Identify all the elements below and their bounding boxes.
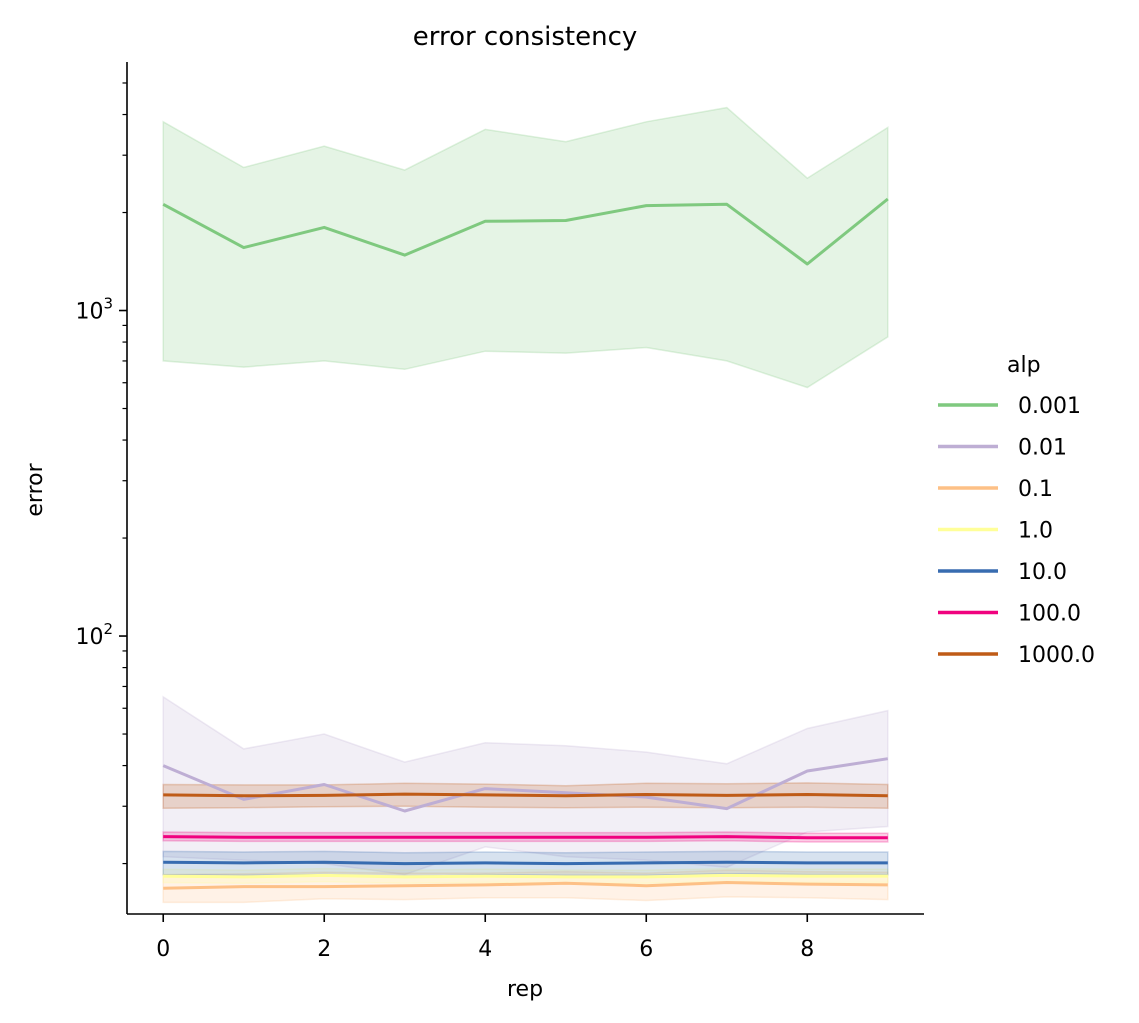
x-tick-label: 0 xyxy=(156,937,170,962)
x-tick-label: 8 xyxy=(800,937,814,962)
x-tick-label: 2 xyxy=(317,937,331,962)
y-axis-ticks: 102 103 xyxy=(75,82,127,865)
band-0.001 xyxy=(162,106,889,389)
legend-label-0.01: 0.01 xyxy=(1018,436,1067,461)
series-line-1000.0 xyxy=(163,792,888,798)
legend: alp 0.001 0.01 0.1 1.0 10.0 100.0 1000.0 xyxy=(938,353,1095,668)
series-line-10.0 xyxy=(163,860,888,866)
x-tick-label: 4 xyxy=(478,937,492,962)
chart-title: error consistency xyxy=(413,22,638,52)
legend-label-1.0: 1.0 xyxy=(1018,519,1053,544)
legend-label-10.0: 10.0 xyxy=(1018,560,1067,585)
x-axis-label: rep xyxy=(507,977,543,1002)
y-tick-label: 103 xyxy=(75,295,113,325)
x-tick-label: 6 xyxy=(639,937,653,962)
series-line-0.001 xyxy=(162,197,889,266)
series-line-100.0 xyxy=(163,835,888,840)
legend-label-1000.0: 1000.0 xyxy=(1018,643,1095,668)
series-lines xyxy=(162,197,889,890)
series-line-0.1 xyxy=(163,881,888,890)
x-axis-ticks: 0 2 4 6 8 xyxy=(156,914,814,962)
band-0.1 xyxy=(162,869,889,904)
series-line-1.0 xyxy=(163,873,888,879)
y-axis-label: error xyxy=(23,462,48,516)
legend-title: alp xyxy=(1007,353,1041,378)
legend-label-0.1: 0.1 xyxy=(1018,477,1053,502)
band-0.01 xyxy=(162,695,889,876)
legend-label-100.0: 100.0 xyxy=(1018,602,1081,627)
y-tick-label: 102 xyxy=(75,620,113,650)
series-line-0.01 xyxy=(162,757,889,813)
legend-label-0.001: 0.001 xyxy=(1018,394,1081,419)
